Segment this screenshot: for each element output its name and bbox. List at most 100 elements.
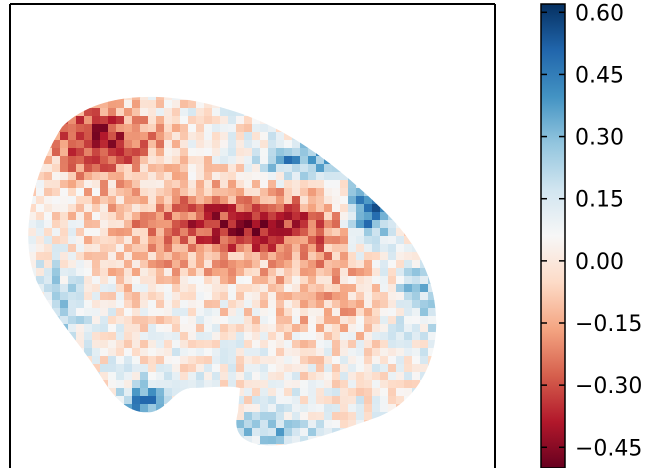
heatmap-cell bbox=[236, 420, 245, 429]
heatmap-cell bbox=[108, 444, 117, 446]
heatmap-cell bbox=[268, 284, 277, 293]
heatmap-cell bbox=[340, 148, 349, 157]
heatmap-cell bbox=[92, 180, 101, 189]
heatmap-cell bbox=[124, 404, 133, 413]
heatmap-cell bbox=[428, 372, 437, 381]
heatmap-cell bbox=[348, 340, 357, 349]
heatmap-cell bbox=[252, 188, 261, 197]
heatmap-cell bbox=[172, 140, 181, 149]
heatmap-cell bbox=[300, 388, 309, 397]
heatmap-cell bbox=[268, 372, 277, 381]
heatmap-cell bbox=[404, 96, 413, 101]
heatmap-cell bbox=[300, 172, 309, 181]
heatmap-cell bbox=[84, 108, 93, 117]
heatmap-cell bbox=[252, 284, 261, 293]
heatmap-cell bbox=[36, 244, 45, 253]
heatmap-cell bbox=[84, 164, 93, 173]
heatmap-cell bbox=[260, 220, 269, 229]
heatmap-cell bbox=[100, 204, 109, 213]
heatmap-cell bbox=[212, 148, 221, 157]
heatmap-cell bbox=[84, 436, 93, 445]
heatmap-cell bbox=[300, 348, 309, 357]
heatmap-cell bbox=[284, 268, 293, 277]
heatmap-cell bbox=[180, 380, 189, 389]
heatmap-cell bbox=[300, 148, 309, 157]
heatmap-cell bbox=[132, 324, 141, 333]
heatmap-cell bbox=[140, 340, 149, 349]
heatmap-cell bbox=[412, 164, 421, 173]
heatmap-cell bbox=[204, 236, 213, 245]
heatmap-cell bbox=[340, 276, 349, 285]
heatmap-cell bbox=[172, 308, 181, 317]
heatmap-cell bbox=[292, 116, 301, 125]
heatmap-cell bbox=[140, 316, 149, 325]
heatmap-cell bbox=[436, 412, 437, 421]
heatmap-cell bbox=[60, 180, 69, 189]
heatmap-cell bbox=[276, 140, 285, 149]
heatmap-cell bbox=[44, 236, 53, 245]
heatmap-cell bbox=[204, 108, 213, 117]
heatmap-cell bbox=[116, 340, 125, 349]
heatmap-cell bbox=[172, 228, 181, 237]
heatmap-cell bbox=[396, 212, 405, 221]
heatmap-cell bbox=[180, 316, 189, 325]
heatmap-cell bbox=[108, 100, 117, 109]
heatmap-cell bbox=[172, 100, 181, 109]
heatmap-cell bbox=[124, 276, 133, 285]
heatmap-cell bbox=[196, 356, 205, 365]
heatmap-cell bbox=[276, 84, 285, 93]
heatmap-cell bbox=[268, 412, 277, 421]
heatmap-cell bbox=[36, 212, 45, 221]
heatmap-cell bbox=[228, 156, 237, 165]
heatmap-cell bbox=[100, 284, 109, 293]
heatmap-cell bbox=[116, 276, 125, 285]
heatmap-cell bbox=[324, 108, 333, 117]
heatmap-cell bbox=[428, 308, 437, 317]
heatmap-cell bbox=[28, 220, 37, 229]
heatmap-cell bbox=[420, 172, 429, 181]
heatmap-cell bbox=[428, 244, 437, 253]
heatmap-cell bbox=[420, 396, 429, 405]
heatmap-cell bbox=[260, 388, 269, 397]
heatmap-cell bbox=[220, 340, 229, 349]
heatmap-cell bbox=[60, 396, 69, 405]
heatmap-cell bbox=[348, 96, 357, 101]
heatmap-cell bbox=[68, 188, 77, 197]
heatmap-cell bbox=[188, 428, 197, 437]
heatmap-cell bbox=[244, 444, 253, 446]
heatmap-cell bbox=[164, 172, 173, 181]
heatmap-cell bbox=[268, 444, 277, 446]
heatmap-cell bbox=[84, 236, 93, 245]
heatmap-cell bbox=[116, 356, 125, 365]
heatmap-cell bbox=[276, 428, 285, 437]
heatmap-cell bbox=[324, 364, 333, 373]
heatmap-cell bbox=[396, 364, 405, 373]
heatmap-cell bbox=[244, 412, 253, 421]
heatmap-cell bbox=[116, 420, 125, 429]
heatmap-cell bbox=[284, 428, 293, 437]
heatmap-cell bbox=[268, 244, 277, 253]
heatmap-cell bbox=[92, 420, 101, 429]
heatmap-cell bbox=[92, 364, 101, 373]
heatmap-cell bbox=[372, 244, 381, 253]
heatmap-cell bbox=[68, 268, 77, 277]
heatmap-cell bbox=[244, 428, 253, 437]
heatmap-cell bbox=[388, 292, 397, 301]
heatmap-cell bbox=[300, 180, 309, 189]
heatmap-cell bbox=[92, 308, 101, 317]
heatmap-cell bbox=[44, 204, 53, 213]
heatmap-cell bbox=[404, 148, 413, 157]
heatmap-cell bbox=[148, 260, 157, 269]
heatmap-cell bbox=[212, 252, 221, 261]
heatmap-cell bbox=[292, 308, 301, 317]
heatmap-cell bbox=[436, 96, 437, 101]
heatmap-cell bbox=[292, 396, 301, 405]
heatmap-cell bbox=[268, 356, 277, 365]
heatmap-cell bbox=[212, 396, 221, 405]
heatmap-cell bbox=[100, 308, 109, 317]
heatmap-cell bbox=[404, 260, 413, 269]
heatmap-cell bbox=[188, 244, 197, 253]
heatmap-cell bbox=[180, 260, 189, 269]
heatmap-cell bbox=[212, 420, 221, 429]
heatmap-cell bbox=[116, 188, 125, 197]
